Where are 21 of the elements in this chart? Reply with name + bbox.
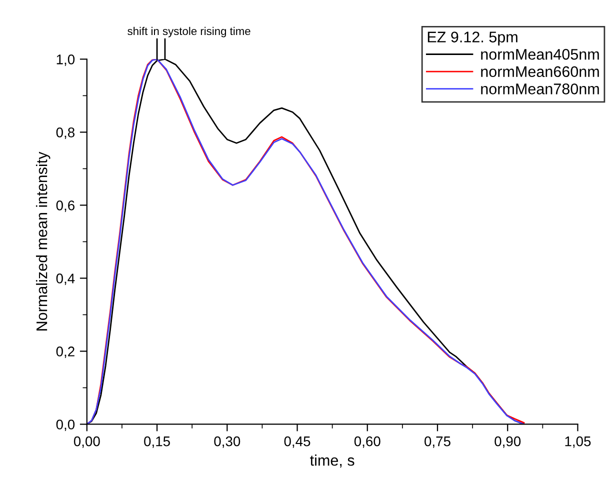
x-tick-label: 0,75 xyxy=(424,436,450,448)
x-tick-label: 0,00 xyxy=(74,436,100,448)
y-tick-label: 0,8 xyxy=(56,128,74,139)
y-tick-label: 0,4 xyxy=(56,274,75,286)
annotation: shift in systole rising time xyxy=(128,26,250,38)
x-tick-label: 0,15 xyxy=(144,436,170,448)
x-tick-label: 1,05 xyxy=(565,436,591,448)
y-tick-label: 0,0 xyxy=(56,420,75,432)
x-tick-label: 0,30 xyxy=(214,436,240,448)
y-tick-label: 0,6 xyxy=(56,200,74,212)
x-tick-label: 0,60 xyxy=(354,436,380,448)
y-tick-label: 0,2 xyxy=(56,346,74,358)
legend-label: normMean405nm xyxy=(481,48,599,60)
x-tick-label: 0,90 xyxy=(494,436,521,448)
legend-title: EZ 9.12. 5pm xyxy=(428,32,518,46)
y-axis-title: Normalized mean intensity xyxy=(36,152,50,330)
x-tick-label: 0,45 xyxy=(284,436,310,448)
x-axis-title: time, s xyxy=(310,454,354,468)
legend-label: normMean780nm xyxy=(481,84,599,94)
y-tick-label: 1,0 xyxy=(56,54,75,66)
legend-label: normMean660nm xyxy=(481,66,599,78)
